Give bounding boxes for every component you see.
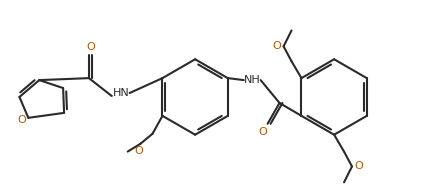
Text: HN: HN [113, 88, 130, 98]
Text: O: O [272, 41, 280, 51]
Text: NH: NH [244, 75, 260, 85]
Text: O: O [354, 162, 363, 171]
Text: O: O [258, 127, 266, 137]
Text: O: O [17, 115, 26, 125]
Text: O: O [86, 42, 95, 52]
Text: O: O [134, 146, 143, 156]
